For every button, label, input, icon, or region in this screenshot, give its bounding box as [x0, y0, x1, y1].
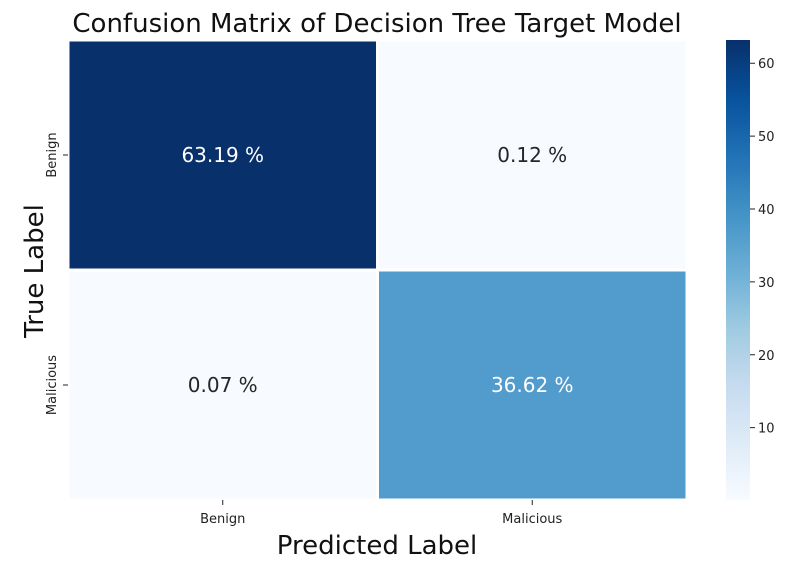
- colorbar-tick-label-2: 30: [758, 276, 775, 291]
- colorbar-tick-label-1: 20: [758, 349, 775, 364]
- heatmap-cell-0-0: [66, 38, 379, 272]
- colorbar: [726, 40, 750, 500]
- x-axis-ticks: Benign Malicious: [200, 500, 563, 527]
- colorbar-tick-label-3: 40: [758, 203, 775, 218]
- cell-label-1-0: 0.07 %: [188, 373, 258, 397]
- colorbar-tick-label-4: 50: [758, 130, 775, 145]
- y-axis-ticks: Benign Malicious: [45, 132, 68, 415]
- heatmap-cell-1-0: [66, 268, 379, 502]
- x-tick-label-1: Malicious: [502, 512, 562, 527]
- heatmap-cell-1-1: [376, 268, 689, 502]
- cell-label-0-0: 63.19 %: [181, 143, 264, 167]
- cell-label-1-1: 36.62 %: [491, 373, 574, 397]
- heatmap-cells: [66, 38, 689, 502]
- heatmap-cell-labels: 63.19 % 0.12 % 0.07 % 36.62 %: [181, 143, 573, 397]
- colorbar-tick-label-0: 10: [758, 422, 775, 437]
- cell-label-0-1: 0.12 %: [497, 143, 567, 167]
- y-tick-label-1: Malicious: [45, 355, 60, 415]
- heatmap-cell-0-1: [376, 38, 689, 272]
- chart-title: Confusion Matrix of Decision Tree Target…: [72, 9, 681, 39]
- x-tick-label-0: Benign: [200, 512, 245, 527]
- y-tick-label-0: Benign: [45, 132, 60, 177]
- colorbar-tick-label-5: 60: [758, 57, 775, 72]
- y-axis-title: True Label: [20, 204, 50, 339]
- x-axis-title: Predicted Label: [277, 531, 477, 561]
- colorbar-ticks: 10 20 30 40 50 60: [750, 57, 775, 437]
